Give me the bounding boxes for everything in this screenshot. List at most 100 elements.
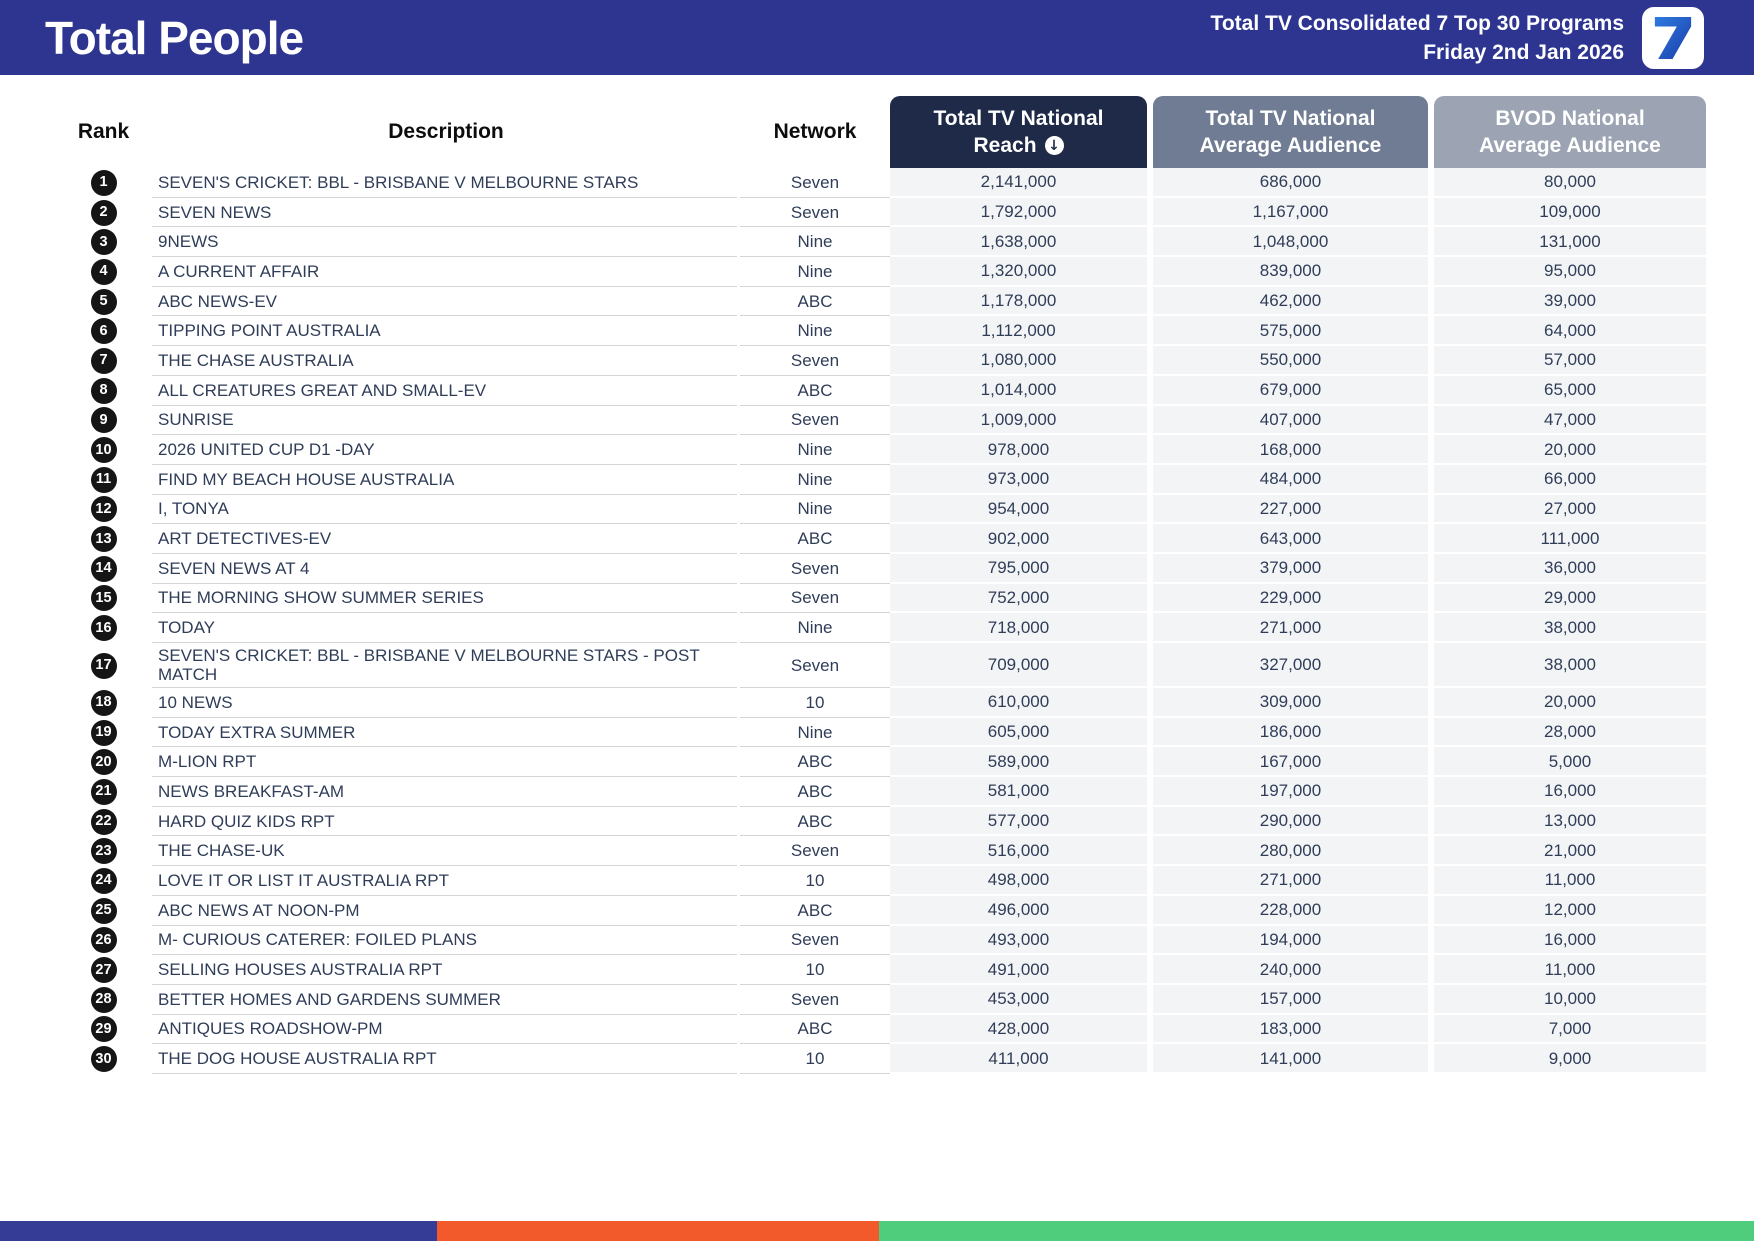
network-cell: 10 (740, 688, 890, 718)
description-cell: M- CURIOUS CATERER: FOILED PLANS (152, 926, 737, 956)
avg-audience-cell: 167,000 (1153, 747, 1428, 778)
description-cell: NEWS BREAKFAST-AM (152, 777, 737, 807)
avg-audience-cell: 484,000 (1153, 464, 1428, 495)
reach-cell: 498,000 (890, 866, 1147, 896)
bvod-audience-cell: 21,000 (1434, 836, 1706, 867)
bvod-audience-cell: 39,000 (1434, 286, 1706, 317)
avg-audience-cell: 194,000 (1153, 925, 1428, 956)
rank-cell: 10 (55, 435, 152, 465)
rank-badge: 7 (90, 347, 117, 374)
avg-audience-cell: 197,000 (1153, 777, 1428, 807)
column-header-total-tv-reach[interactable]: Total TV National Reach ↓ (890, 96, 1147, 168)
reach-cell: 752,000 (890, 583, 1147, 614)
description-cell: ART DETECTIVES-EV (152, 524, 737, 554)
table-row: 7 THE CHASE AUSTRALIA Seven 1,080,000 55… (55, 346, 1706, 376)
network-cell: ABC (740, 807, 890, 837)
column-header-rank: Rank (77, 120, 130, 143)
report-subtitle: Total TV Consolidated 7 Top 30 Programs … (1211, 9, 1624, 67)
rank-badge: 16 (90, 615, 117, 642)
reach-cell: 1,014,000 (890, 375, 1147, 406)
rank-cell: 2 (55, 198, 152, 228)
description-cell: ANTIQUES ROADSHOW-PM (152, 1015, 737, 1045)
sort-descending-icon[interactable]: ↓ (1044, 136, 1064, 155)
bvod-audience-cell: 131,000 (1434, 227, 1706, 258)
rank-badge: 11 (90, 466, 117, 493)
table-row: 17 SEVEN'S CRICKET: BBL - BRISBANE V MEL… (55, 643, 1706, 688)
bvod-audience-cell: 20,000 (1434, 688, 1706, 718)
bvod-audience-cell: 57,000 (1434, 346, 1706, 376)
rank-badge: 10 (90, 437, 117, 464)
table-row: 10 2026 UNITED CUP D1 -DAY Nine 978,000 … (55, 435, 1706, 465)
rank-cell: 1 (55, 168, 152, 198)
avg-audience-cell: 290,000 (1153, 806, 1428, 837)
rank-cell: 26 (55, 926, 152, 956)
rank-badge: 9 (90, 407, 117, 434)
avg-audience-cell: 550,000 (1153, 346, 1428, 376)
description-cell: SEVEN NEWS (152, 198, 737, 228)
table-row: 2 SEVEN NEWS Seven 1,792,000 1,167,000 1… (55, 197, 1706, 228)
rank-badge: 2 (90, 199, 117, 226)
reach-cell: 589,000 (890, 747, 1147, 778)
network-cell: ABC (740, 524, 890, 554)
network-cell: Nine (740, 257, 890, 287)
reach-cell: 516,000 (890, 836, 1147, 867)
rank-cell: 16 (55, 613, 152, 643)
bvod-audience-cell: 27,000 (1434, 494, 1706, 525)
network-cell: Seven (740, 554, 890, 584)
bvod-audience-cell: 11,000 (1434, 955, 1706, 985)
avg-audience-cell: 575,000 (1153, 316, 1428, 347)
bvod-audience-cell: 16,000 (1434, 777, 1706, 807)
table-row: 29 ANTIQUES ROADSHOW-PM ABC 428,000 183,… (55, 1014, 1706, 1045)
rank-badge: 21 (90, 778, 117, 805)
bvod-audience-cell: 36,000 (1434, 553, 1706, 584)
bvod-audience-cell: 28,000 (1434, 717, 1706, 748)
network-cell: Nine (740, 495, 890, 525)
avg-audience-cell: 686,000 (1153, 168, 1428, 198)
column-header-total-tv-average-audience[interactable]: Total TV National Average Audience (1153, 96, 1428, 168)
reach-cell: 709,000 (890, 643, 1147, 688)
rank-badge: 28 (90, 986, 117, 1013)
rank-badge: 20 (90, 749, 117, 776)
table-row: 27 SELLING HOUSES AUSTRALIA RPT 10 491,0… (55, 955, 1706, 985)
bvod-audience-cell: 111,000 (1434, 524, 1706, 554)
network-cell: Nine (740, 227, 890, 258)
description-cell: 10 NEWS (152, 688, 737, 718)
rank-badge: 30 (90, 1046, 117, 1073)
bvod-header-line1: BVOD National (1495, 107, 1645, 130)
rank-cell: 15 (55, 584, 152, 614)
bvod-audience-cell: 11,000 (1434, 866, 1706, 896)
table-row: 9 SUNRISE Seven 1,009,000 407,000 47,000 (55, 405, 1706, 436)
network-cell: ABC (740, 376, 890, 406)
column-header-bvod-average-audience[interactable]: BVOD National Average Audience (1434, 96, 1706, 168)
table-row: 22 HARD QUIZ KIDS RPT ABC 577,000 290,00… (55, 806, 1706, 837)
table-header-row: Rank Description Network Total TV Nation… (55, 96, 1706, 168)
bvod-audience-cell: 7,000 (1434, 1014, 1706, 1045)
bvod-audience-cell: 95,000 (1434, 257, 1706, 287)
reach-cell: 1,320,000 (890, 257, 1147, 287)
description-cell: BETTER HOMES AND GARDENS SUMMER (152, 985, 737, 1015)
reach-cell: 902,000 (890, 524, 1147, 554)
rank-cell: 5 (55, 287, 152, 317)
table-row: 23 THE CHASE-UK Seven 516,000 280,000 21… (55, 836, 1706, 867)
column-header-description: Description (388, 120, 504, 143)
rank-badge: 27 (90, 957, 117, 984)
rank-cell: 30 (55, 1044, 152, 1074)
rank-badge: 25 (90, 897, 117, 924)
bvod-audience-cell: 80,000 (1434, 168, 1706, 198)
avg-audience-cell: 271,000 (1153, 866, 1428, 896)
reach-cell: 954,000 (890, 494, 1147, 525)
network-cell: Seven (740, 643, 890, 688)
reach-cell: 1,178,000 (890, 286, 1147, 317)
reach-cell: 718,000 (890, 613, 1147, 643)
reach-cell: 496,000 (890, 895, 1147, 926)
bvod-audience-cell: 12,000 (1434, 895, 1706, 926)
avg-audience-cell: 168,000 (1153, 435, 1428, 465)
network-cell: Seven (740, 168, 890, 198)
rank-badge: 3 (90, 229, 117, 256)
avg-header-line1: Total TV National (1205, 107, 1376, 130)
bvod-audience-cell: 9,000 (1434, 1044, 1706, 1074)
description-cell: THE CHASE-UK (152, 836, 737, 867)
rank-cell: 3 (55, 227, 152, 257)
avg-audience-cell: 407,000 (1153, 405, 1428, 436)
table-row: 25 ABC NEWS AT NOON-PM ABC 496,000 228,0… (55, 895, 1706, 926)
